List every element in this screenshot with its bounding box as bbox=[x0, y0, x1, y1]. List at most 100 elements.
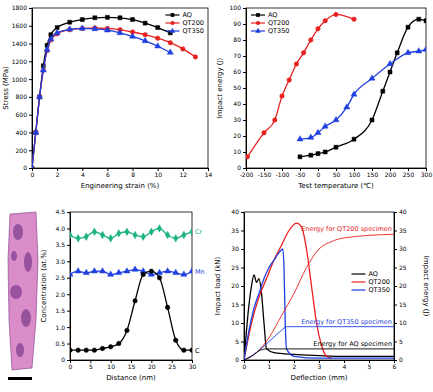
x-axis-tick-label: 10 bbox=[154, 171, 162, 178]
x-axis-tick: 6 bbox=[393, 360, 397, 370]
data-point bbox=[117, 341, 122, 346]
y-axis-tick-label: 3.0 bbox=[55, 258, 65, 265]
x-axis-tick-label: 0 bbox=[243, 363, 247, 370]
y2-axis-tick-mark bbox=[394, 249, 397, 250]
y2-axis-tick: 0 bbox=[394, 356, 403, 363]
x-axis-tick: 150 bbox=[367, 168, 379, 178]
data-point bbox=[309, 38, 314, 43]
y-axis-tick-mark bbox=[67, 228, 70, 229]
y2-axis-tick-label: 5 bbox=[399, 338, 403, 345]
x-axis-tick-label: 25 bbox=[168, 363, 176, 370]
y-axis-tick-mark bbox=[243, 56, 246, 57]
data-point bbox=[334, 12, 339, 17]
y-axis-tick-mark bbox=[29, 26, 32, 27]
y-axis-tick-label: 200 bbox=[16, 147, 28, 154]
y-axis-tick-mark bbox=[243, 152, 246, 153]
y-axis-tick: 90 bbox=[233, 20, 246, 27]
y2-axis: 0510152025303540 bbox=[394, 208, 407, 363]
data-point bbox=[344, 104, 350, 109]
data-point bbox=[173, 338, 178, 343]
y-axis-line bbox=[243, 9, 247, 169]
x-axis-tick: 3 bbox=[318, 360, 322, 370]
y-axis-tick: 40 bbox=[231, 208, 244, 215]
y-axis-tick: 2.5 bbox=[55, 274, 70, 281]
data-point bbox=[93, 16, 97, 20]
y-axis-tick: 200 bbox=[16, 147, 32, 154]
y-axis-tick: 20 bbox=[231, 282, 244, 289]
data-point bbox=[298, 155, 302, 159]
legend-marker bbox=[170, 21, 174, 25]
legend-label: AQ bbox=[268, 11, 277, 19]
data-point bbox=[395, 51, 399, 55]
y-axis-tick-mark bbox=[241, 212, 244, 213]
y-axis-tick-label: 90 bbox=[233, 20, 241, 27]
series-line bbox=[300, 19, 426, 157]
y-axis-tick-label: 2.5 bbox=[55, 274, 65, 281]
y-axis-tick-mark bbox=[67, 212, 70, 213]
data-point bbox=[80, 18, 84, 22]
y-axis-tick: 800 bbox=[16, 93, 32, 100]
data-point bbox=[381, 89, 385, 93]
y2-axis-tick-mark bbox=[394, 212, 397, 213]
plot-frame bbox=[32, 8, 208, 168]
y-axis-tick-mark bbox=[67, 344, 70, 345]
y-axis-tick-label: 4.5 bbox=[55, 208, 65, 215]
y-axis-tick-mark bbox=[29, 132, 32, 133]
series-line bbox=[300, 50, 426, 140]
series-line bbox=[32, 28, 170, 168]
legend-swatch bbox=[352, 289, 366, 290]
x-axis-tick-label: -100 bbox=[276, 171, 290, 178]
data-point bbox=[297, 136, 303, 141]
data-point bbox=[262, 131, 267, 136]
x-axis-tick: 0 bbox=[317, 168, 321, 178]
y-axis-tick-mark bbox=[241, 360, 244, 361]
data-point bbox=[143, 21, 147, 25]
y-axis-tick: 60 bbox=[233, 68, 246, 75]
data-point bbox=[323, 150, 327, 154]
data-point bbox=[316, 152, 320, 156]
data-point bbox=[165, 268, 171, 273]
y-axis-tick: 5 bbox=[235, 338, 244, 345]
y-axis-tick: 70 bbox=[233, 52, 246, 59]
y-axis-tick-label: 400 bbox=[16, 129, 28, 136]
data-point bbox=[369, 75, 375, 80]
y-axis-tick: 400 bbox=[16, 129, 32, 136]
y-axis-tick: 3.5 bbox=[55, 241, 70, 248]
x-axis-tick: 20 bbox=[148, 360, 156, 370]
x-axis-tick: 5 bbox=[89, 360, 93, 370]
y-axis-tick: 30 bbox=[233, 116, 246, 123]
y-axis-tick-label: 0 bbox=[235, 356, 239, 363]
y-axis-tick-label: 1800 bbox=[12, 4, 27, 11]
data-point bbox=[190, 228, 192, 235]
data-point bbox=[155, 36, 160, 41]
y-axis-tick: 0.5 bbox=[55, 340, 70, 347]
y-axis-tick-mark bbox=[241, 305, 244, 306]
x-axis: 02468101214 bbox=[31, 168, 213, 178]
y2-axis-tick-mark bbox=[394, 360, 397, 361]
data-point bbox=[99, 268, 105, 273]
x-axis-tick-label: 100 bbox=[349, 171, 361, 178]
y2-axis-tick-label: 20 bbox=[399, 282, 407, 289]
y-axis-tick-mark bbox=[29, 168, 32, 169]
legend-entry: QT350 bbox=[251, 27, 290, 35]
y-axis-tick-mark bbox=[29, 44, 32, 45]
x-axis-tick-label: -150 bbox=[258, 171, 272, 178]
data-point bbox=[149, 269, 154, 274]
specimen-region bbox=[11, 251, 17, 261]
data-point bbox=[130, 33, 136, 38]
x-axis-tick: 12 bbox=[180, 168, 188, 178]
x-axis-tick-label: 5 bbox=[89, 363, 93, 370]
series-line bbox=[244, 275, 394, 360]
legend-entry: QT200 bbox=[166, 19, 205, 27]
y-axis-tick-label: 1600 bbox=[12, 22, 27, 29]
series-line bbox=[247, 14, 354, 156]
data-point bbox=[423, 46, 426, 51]
y-axis-tick-mark bbox=[241, 323, 244, 324]
y-axis-tick-label: 25 bbox=[231, 264, 239, 271]
x-axis-tick: 1 bbox=[268, 360, 272, 370]
y-axis-tick: 50 bbox=[233, 84, 246, 91]
y-axis-tick-mark bbox=[243, 136, 246, 137]
y-axis-tick: 1.5 bbox=[55, 307, 70, 314]
x-axis-tick-label: 14 bbox=[205, 171, 213, 178]
y-axis-tick: 1400 bbox=[12, 40, 32, 47]
